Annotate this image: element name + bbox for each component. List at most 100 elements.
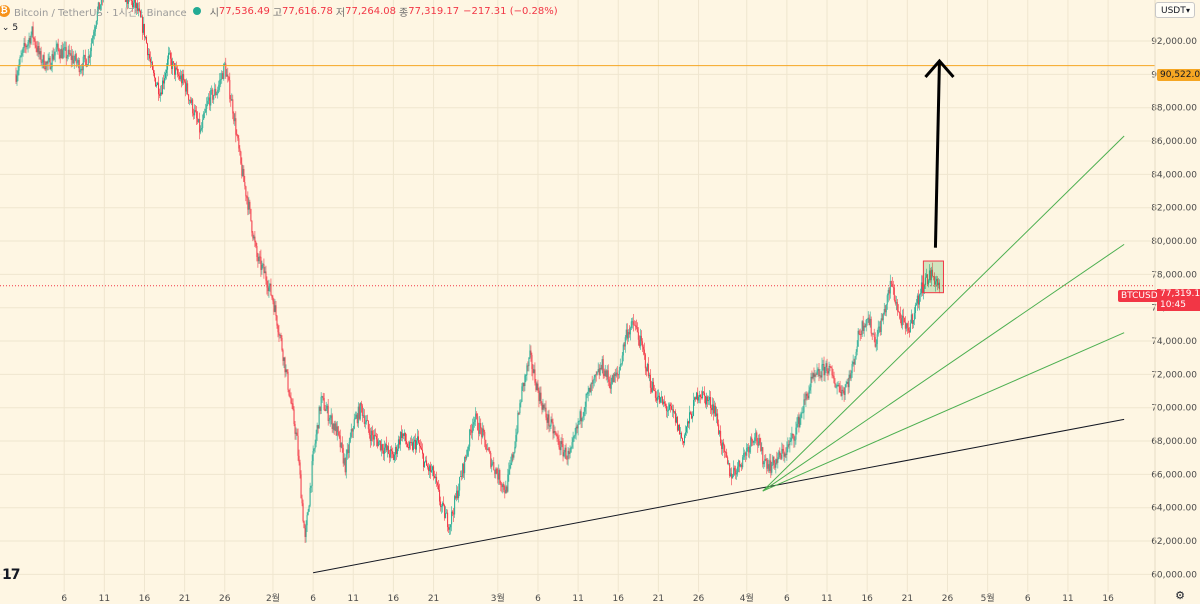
candle-body — [828, 366, 830, 374]
candle-body — [339, 435, 341, 448]
candle-body — [553, 431, 555, 434]
candle-body — [280, 334, 282, 339]
candle-body — [851, 363, 853, 374]
candle-body — [724, 445, 726, 452]
candle-body — [202, 119, 204, 129]
candle-body — [852, 361, 854, 364]
candle-body — [593, 377, 595, 381]
candle-body — [773, 456, 775, 463]
candle-body — [243, 169, 245, 182]
candle-body — [428, 467, 430, 472]
candle-body — [29, 38, 31, 44]
candle-body — [403, 432, 405, 436]
candle-body — [629, 328, 631, 335]
candle-body — [615, 372, 617, 376]
candle-body — [869, 318, 871, 326]
candle-body — [520, 401, 522, 404]
candle-body — [805, 393, 807, 400]
candle-body — [20, 55, 22, 58]
candle-body — [664, 403, 666, 406]
candle-body — [72, 55, 74, 64]
candle-body — [909, 323, 911, 333]
candle-body — [697, 392, 699, 401]
candle-body — [703, 391, 705, 393]
candle-body — [418, 436, 420, 443]
candle-body — [426, 460, 428, 466]
candle-body — [50, 67, 52, 70]
candle-body — [911, 314, 913, 324]
candle-body — [654, 391, 656, 398]
candle-body — [279, 334, 281, 336]
candle-body — [214, 88, 216, 96]
candle-body — [15, 74, 17, 82]
symbol-title[interactable]: Bitcoin / TetherUS · 1시간 · Binance — [14, 7, 187, 19]
candle-body — [206, 104, 208, 109]
candle-body — [442, 502, 444, 507]
candle-body — [857, 330, 859, 347]
symbol-legend[interactable]: ₿ Bitcoin / TetherUS · 1시간 · Binance 시 77… — [0, 3, 558, 19]
candle-body — [264, 271, 266, 274]
candle-body — [222, 73, 224, 79]
candle-body — [499, 470, 501, 484]
gear-icon[interactable]: ⚙ — [1175, 589, 1185, 602]
candle-body — [781, 448, 783, 459]
candle-body — [819, 375, 821, 377]
candle-body — [473, 421, 475, 425]
candle-body — [338, 431, 340, 436]
candle-body — [71, 55, 73, 60]
candle-body — [252, 232, 254, 239]
candle-body — [171, 58, 173, 69]
candle-body — [837, 384, 839, 386]
arrow-shaft — [933, 60, 941, 248]
candle-body — [79, 70, 81, 73]
candle-body — [624, 337, 626, 347]
candle-body — [227, 74, 229, 77]
candle-body — [579, 411, 581, 422]
candle-body — [610, 383, 612, 389]
candle-body — [694, 397, 696, 400]
candle-body — [627, 332, 629, 339]
candle-body — [607, 370, 609, 380]
interval-toggle[interactable]: ⌄ 5 — [0, 21, 20, 35]
candle-body — [524, 375, 526, 387]
candle-body — [555, 432, 557, 435]
candle-body — [295, 432, 297, 434]
candle-body — [719, 430, 721, 434]
candle-body — [170, 52, 172, 59]
x-tick-label: 6 — [61, 594, 67, 604]
candle-body — [906, 323, 908, 328]
candle-body — [30, 34, 32, 44]
candle-body — [423, 453, 425, 468]
candle-body — [19, 57, 21, 65]
tradingview-logo[interactable]: 17 — [2, 567, 21, 583]
candle-body — [677, 424, 679, 431]
bitcoin-icon: ₿ — [0, 5, 10, 17]
candle-body — [777, 457, 779, 463]
candle-body — [318, 406, 320, 429]
currency-label: USDT — [1161, 6, 1186, 16]
candle-body — [381, 444, 383, 451]
candle-body — [485, 439, 487, 450]
candle-body — [575, 426, 577, 435]
candle-body — [830, 366, 832, 368]
candle-body — [495, 468, 497, 474]
candle-body — [708, 400, 710, 401]
level-price-tag: 90,522.05 — [1157, 69, 1200, 81]
candle-body — [201, 128, 203, 130]
candle-body — [132, 2, 134, 8]
candle-body — [537, 383, 539, 391]
candle-body — [691, 413, 693, 419]
y-tick-label: 70,000.00 — [1151, 404, 1197, 414]
candle-body — [722, 442, 724, 449]
candle-body — [379, 440, 381, 451]
candle-body — [492, 462, 494, 464]
currency-select[interactable]: USDT ▾ — [1155, 2, 1195, 18]
candle-body — [344, 458, 346, 473]
candle-body — [776, 459, 778, 463]
candle-body — [55, 47, 57, 52]
candle-body — [718, 424, 720, 434]
candle-body — [893, 287, 895, 301]
y-tick-label: 82,000.00 — [1151, 204, 1197, 214]
candle-body — [925, 274, 927, 278]
